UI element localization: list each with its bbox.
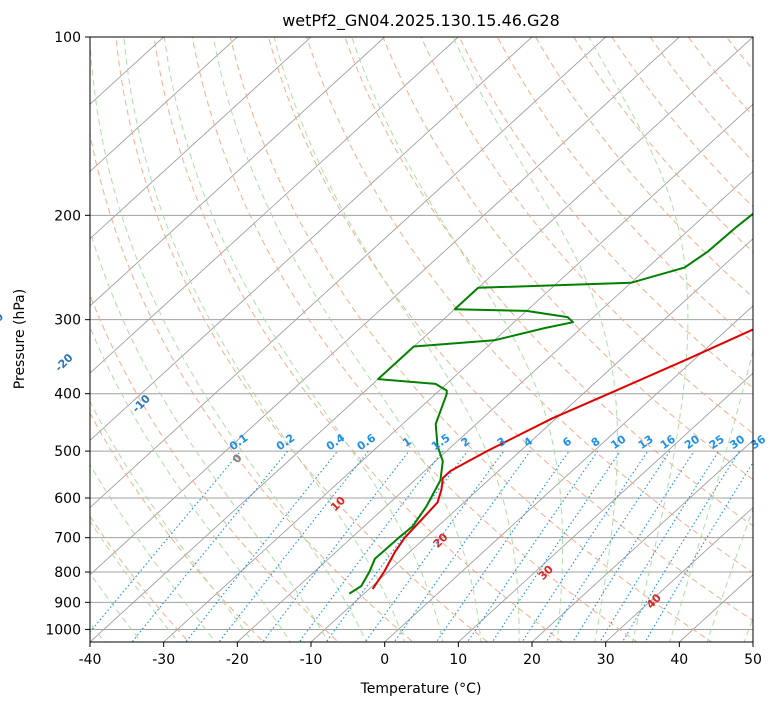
x-tick-label: 50 xyxy=(744,652,762,668)
dry-adiabat-line xyxy=(115,37,489,642)
mixing-ratio-line xyxy=(364,450,505,642)
dry-adiabat-line xyxy=(191,37,638,642)
dry-adiabat-line xyxy=(458,37,753,389)
isotherm-line xyxy=(457,372,753,642)
x-axis-label: Temperature (°C) xyxy=(360,681,482,697)
x-tick-label: -40 xyxy=(79,652,102,668)
x-tick-label: 20 xyxy=(523,652,541,668)
moist-adiabat-line xyxy=(163,37,444,642)
isotherm-line xyxy=(90,37,459,374)
dry-adiabat-line xyxy=(90,131,414,642)
y-axis-ticks: 100 200 300 400 500 600 700 800 900 1000 xyxy=(45,30,90,638)
moist-adiabat-line xyxy=(90,463,216,642)
x-tick-label: -20 xyxy=(226,652,249,668)
dewpoint-profile-line xyxy=(348,212,753,595)
moist-adiabat-line xyxy=(90,326,291,642)
temperature-profile-line xyxy=(371,328,753,590)
profile-series xyxy=(348,212,753,595)
moist-adiabat-line xyxy=(706,507,753,642)
isotherm-line xyxy=(604,506,753,642)
mixing-ratio-line xyxy=(521,450,649,642)
mixing-ratio-line xyxy=(131,450,289,642)
mixing-ratio-line xyxy=(621,450,740,642)
x-tick-label: 40 xyxy=(670,652,688,668)
y-tick-label: 200 xyxy=(54,208,81,224)
dry-adiabat-line xyxy=(344,37,753,527)
dry-adiabat-line xyxy=(535,37,753,298)
isotherm-line xyxy=(90,37,312,240)
moist-adiabat-line xyxy=(90,520,179,642)
mixing-ratio-line xyxy=(491,450,621,642)
moist-adiabat-line xyxy=(273,37,520,642)
y-tick-label: 1000 xyxy=(45,622,81,638)
moist-adiabat-line xyxy=(212,37,482,642)
dry-adiabat-line xyxy=(90,293,339,642)
isobar-gridlines xyxy=(90,37,753,630)
isotherm-line xyxy=(310,238,753,642)
mixing-ratio-line xyxy=(545,450,671,642)
dry-adiabat-line xyxy=(153,37,564,642)
dry-adiabat-line xyxy=(496,37,753,344)
isotherm-line xyxy=(90,37,680,576)
moist-adiabat-line xyxy=(351,37,563,642)
y-tick-label: 700 xyxy=(54,531,81,547)
mixing-ratio-lines xyxy=(90,450,753,642)
y-tick-label: 900 xyxy=(54,595,81,611)
moist-adiabat-line xyxy=(123,37,406,642)
mixing-ratio-line xyxy=(185,450,339,642)
y-tick-label: 400 xyxy=(54,387,81,403)
isotherm-line xyxy=(162,103,753,642)
moist-adiabats xyxy=(90,37,753,642)
isotherm-line xyxy=(531,439,753,642)
isotherm-line xyxy=(236,170,753,642)
mixing-ratio-line xyxy=(599,450,720,642)
dry-adiabat-label: -30 xyxy=(0,310,6,333)
dry-adiabat-line xyxy=(229,37,713,642)
moist-adiabat-line xyxy=(588,37,689,642)
x-axis-ticks: -40 -30 -20 -10 0 10 20 30 40 50 xyxy=(79,642,762,668)
isotherm-line xyxy=(90,37,238,173)
x-tick-label: -10 xyxy=(300,652,323,668)
y-tick-label: 300 xyxy=(54,313,81,329)
plot-frame xyxy=(89,36,754,643)
y-tick-label: 800 xyxy=(54,565,81,581)
isotherm-line xyxy=(90,37,753,642)
y-axis-label: Pressure (hPa) xyxy=(12,289,28,389)
isotherm-line xyxy=(90,37,533,441)
x-tick-label: 30 xyxy=(597,652,615,668)
moist-adiabat-line xyxy=(669,348,753,642)
moist-adiabat-line xyxy=(90,572,142,642)
y-tick-label: 500 xyxy=(54,444,81,460)
moist-adiabat-line xyxy=(452,37,618,642)
mixing-ratio-line xyxy=(466,450,599,642)
moist-adiabat-line xyxy=(90,37,367,642)
y-tick-label: 100 xyxy=(54,30,81,46)
isotherm-gridlines xyxy=(90,37,753,642)
moist-adiabat-line xyxy=(90,400,254,642)
isotherm-line xyxy=(90,37,386,307)
chart-title: wetPf2_GN04.2025.130.15.46.G28 xyxy=(282,11,560,31)
isotherm-line xyxy=(383,305,753,642)
dry-adiabat-line xyxy=(306,37,753,574)
mixing-ratio-line xyxy=(262,450,410,642)
mixing-ratio-line xyxy=(644,461,753,642)
isotherm-line xyxy=(90,37,607,509)
y-tick-label: 600 xyxy=(54,491,81,507)
x-tick-label: 10 xyxy=(449,652,467,668)
mixing-ratio-line xyxy=(572,450,695,642)
mixing-ratio-line xyxy=(393,450,531,642)
x-tick-label: 0 xyxy=(380,652,389,668)
x-tick-label: -30 xyxy=(152,652,175,668)
